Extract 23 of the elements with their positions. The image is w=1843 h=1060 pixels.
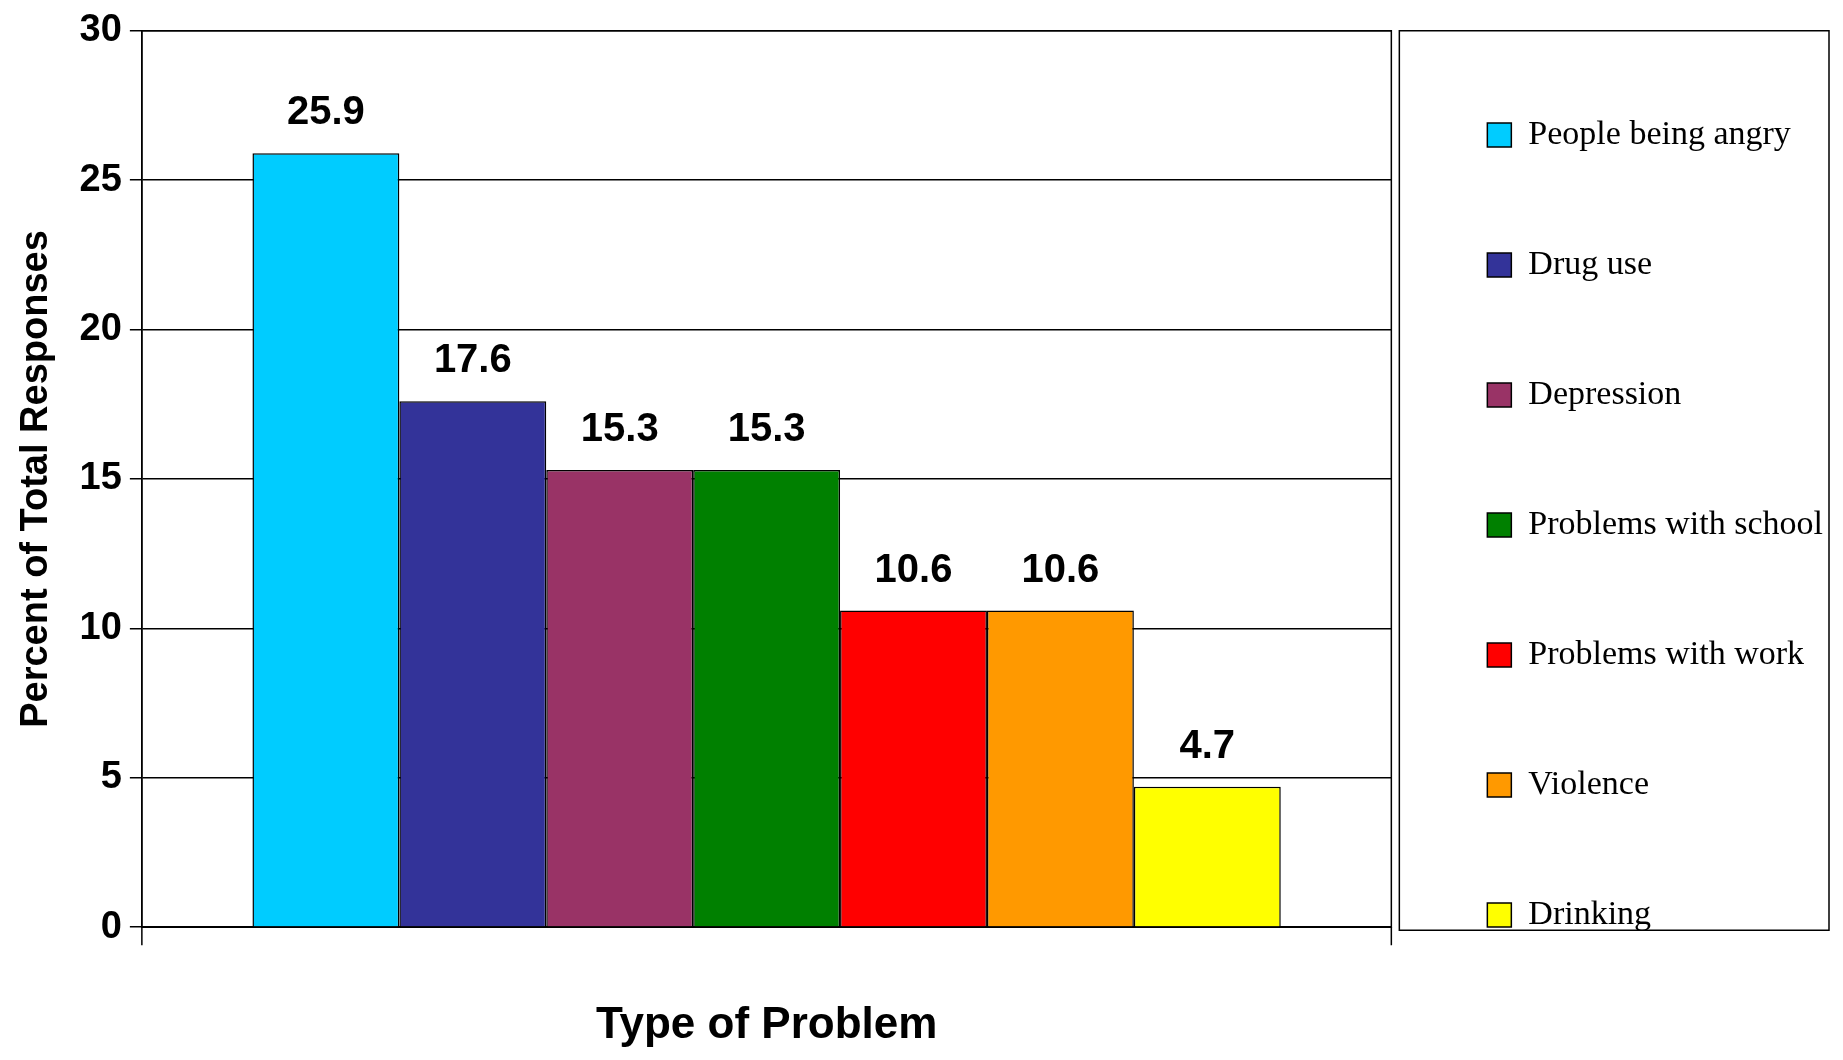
y-tick-label: 10	[79, 604, 122, 647]
y-tick-label: 20	[79, 306, 122, 349]
data-label: 25.9	[286, 88, 365, 133]
y-tick-label: 15	[79, 455, 122, 498]
legend-label: Drug use	[1528, 243, 1653, 281]
data-label: 10.6	[874, 545, 953, 590]
data-label: 10.6	[1021, 545, 1100, 590]
legend-label: Depression	[1528, 373, 1682, 411]
y-tick-label: 0	[100, 903, 122, 946]
legend-label: Violence	[1528, 763, 1650, 801]
data-label: 15.3	[727, 405, 806, 450]
legend-label: Problems with work	[1528, 633, 1805, 671]
data-label: 17.6	[433, 336, 512, 381]
legend-label: Problems with school	[1528, 503, 1824, 541]
y-axis-title: Percent of Total Responses	[13, 230, 56, 728]
y-tick-label: 30	[79, 7, 122, 50]
data-label: 4.7	[1179, 721, 1236, 766]
legend-label: People being angry	[1528, 113, 1791, 151]
x-axis-title: Type of Problem	[595, 997, 938, 1047]
y-tick-label: 5	[100, 754, 122, 797]
data-label: 15.3	[580, 405, 659, 450]
legend-label: Drinking	[1528, 893, 1652, 931]
y-tick-label: 25	[79, 156, 122, 199]
